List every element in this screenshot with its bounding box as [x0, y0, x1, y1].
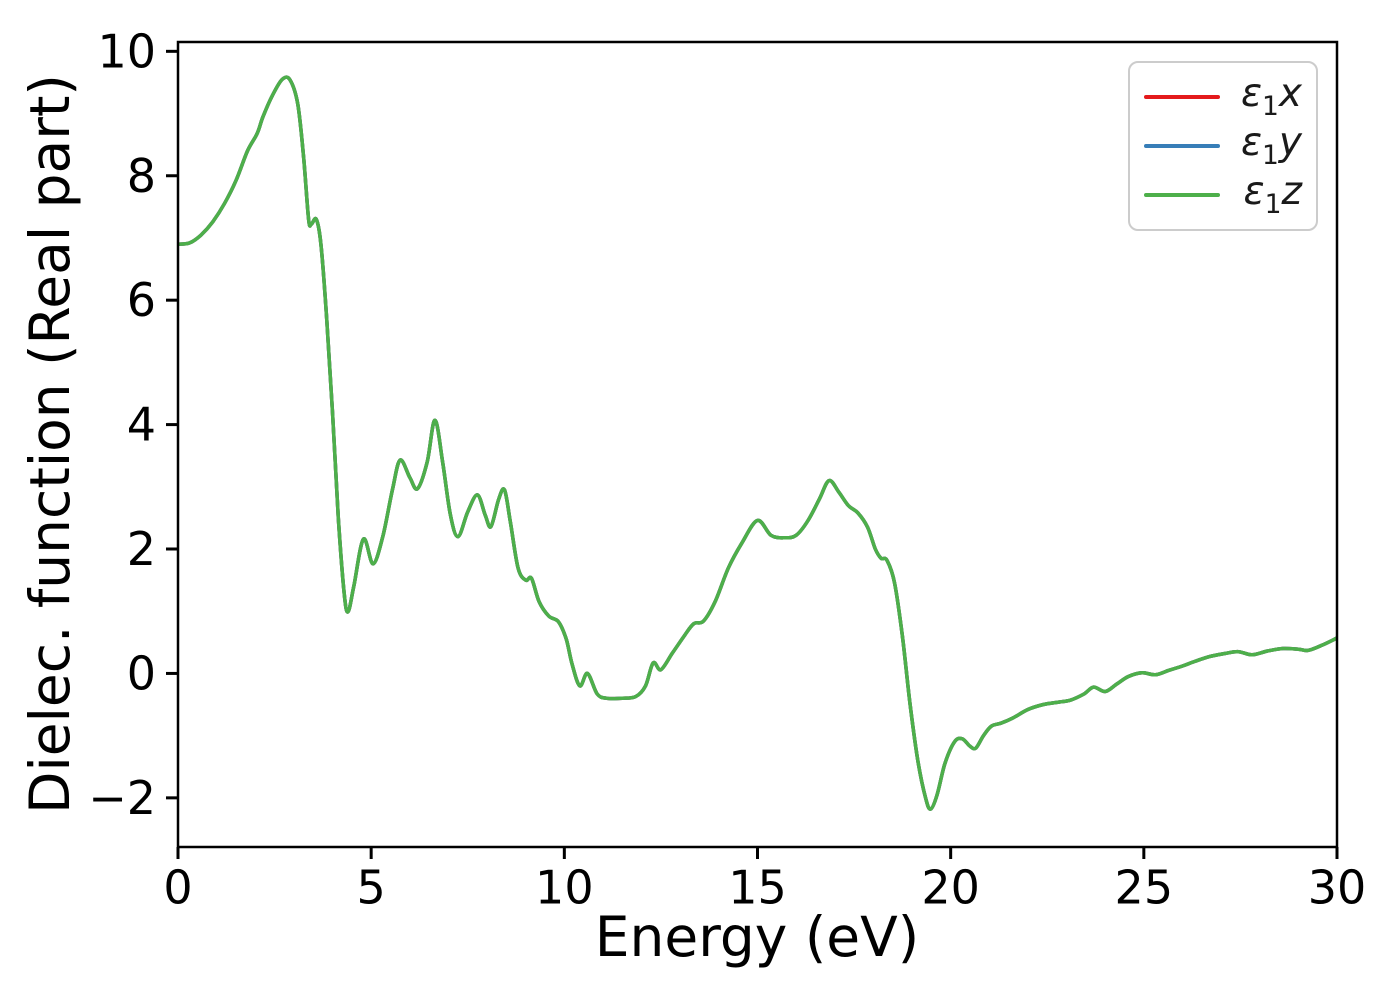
y-tick-label: 4	[127, 398, 156, 452]
legend-item-ε1y: ε1y	[1144, 123, 1302, 169]
x-tick-label: 5	[357, 860, 386, 914]
x-tick-label: 15	[728, 860, 787, 914]
y-axis-label: Dielec. function (Real part)	[18, 74, 82, 814]
x-tick-label: 20	[921, 860, 980, 914]
y-tick-label: 8	[127, 149, 156, 203]
y-tick-label: 6	[127, 273, 156, 327]
legend-line-swatch	[1144, 143, 1220, 148]
x-tick-label: 10	[535, 860, 594, 914]
y-tick-label: −2	[88, 771, 156, 825]
legend-label: ε1z	[1243, 169, 1302, 220]
y-tick-label: 10	[97, 24, 156, 78]
legend-line-swatch	[1144, 94, 1220, 99]
legend-item-ε1z: ε1z	[1144, 172, 1302, 218]
legend-label: ε1y	[1240, 119, 1302, 171]
y-tick-label: 0	[127, 646, 156, 700]
x-tick-label: 30	[1308, 860, 1367, 914]
legend-label: ε1x	[1240, 70, 1302, 122]
legend-line-swatch	[1144, 193, 1220, 198]
legend: ε1x ε1y ε1z	[1128, 61, 1318, 231]
x-tick-label: 25	[1115, 860, 1174, 914]
x-axis-label: Energy (eV)	[594, 905, 920, 969]
series-line-ε1z	[177, 75, 1338, 811]
y-tick-label: 2	[127, 522, 156, 576]
x-tick-label: 0	[163, 860, 192, 914]
legend-item-ε1x: ε1x	[1144, 74, 1302, 120]
